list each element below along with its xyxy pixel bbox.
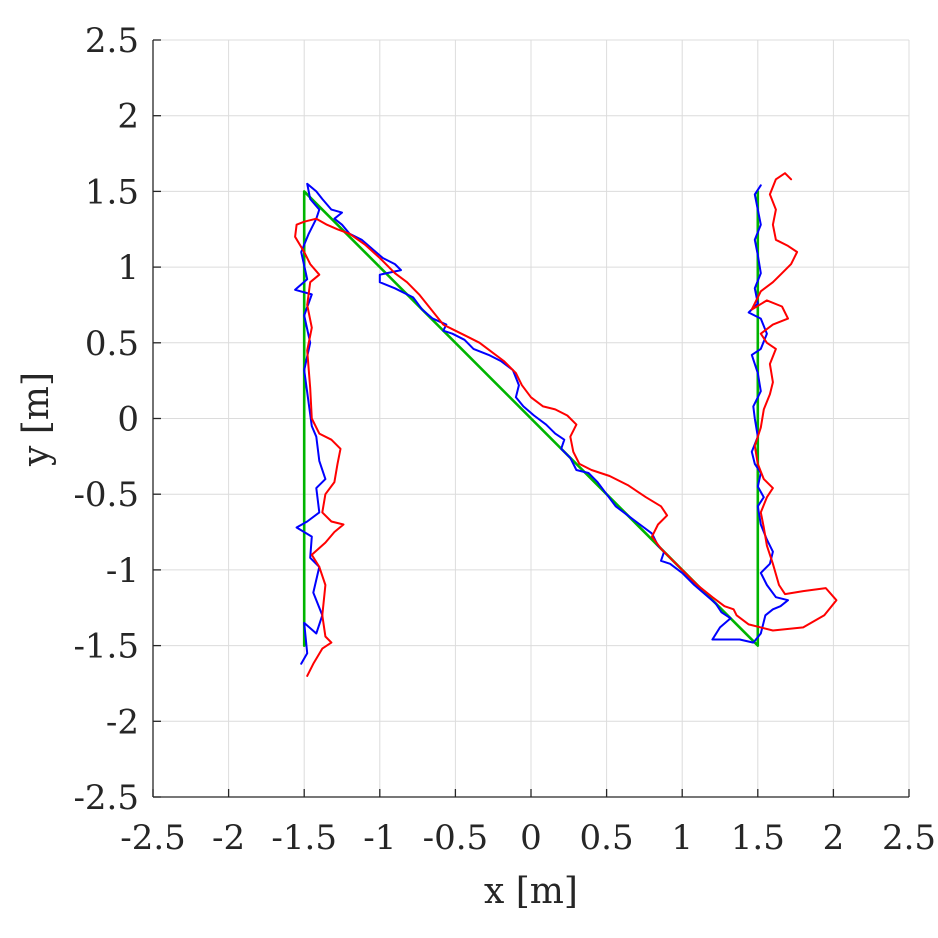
- x-tick-label: 1: [671, 818, 693, 858]
- x-tick-label: -2: [212, 818, 245, 858]
- x-tick-label: 0.5: [580, 818, 634, 858]
- y-tick-label: -0.5: [73, 475, 139, 515]
- x-tick-label: 2: [823, 818, 845, 858]
- x-tick-label: -1.5: [271, 818, 337, 858]
- series-layer: [294, 172, 838, 677]
- y-tick-label: 0.5: [85, 324, 139, 364]
- x-tick-label: -2.5: [120, 818, 186, 858]
- y-tick-labels: -2.5 -2 -1.5 -1 -0.5 0 0.5 1 1.5 2 2.5: [73, 21, 139, 818]
- y-tick-label: -1.5: [73, 627, 139, 667]
- y-tick-label: -1: [106, 551, 139, 591]
- x-tick-label: 0: [520, 818, 542, 858]
- y-tick-label: -2: [106, 702, 139, 742]
- x-tick-label: -0.5: [423, 818, 489, 858]
- reference-path-line: [302, 190, 760, 647]
- y-axis-label: y [m]: [16, 372, 57, 467]
- x-tick-label: 1.5: [731, 818, 785, 858]
- y-tick-label: 1: [117, 248, 139, 288]
- x-axis-label: x [m]: [484, 871, 578, 912]
- x-tick-label: -1: [363, 818, 396, 858]
- y-tick-label: 2: [117, 97, 139, 137]
- y-tick-label: 2.5: [85, 21, 139, 61]
- x-tick-label: 2.5: [882, 818, 936, 858]
- axes: [152, 39, 910, 798]
- grid-lines: [152, 39, 910, 798]
- y-tick-label: -2.5: [73, 778, 139, 818]
- estimated-path-line: [294, 172, 838, 677]
- y-tick-label: 0: [117, 400, 139, 440]
- x-tick-labels: -2.5 -2 -1.5 -1 -0.5 0 0.5 1 1.5 2 2.5: [120, 818, 936, 858]
- y-tick-label: 1.5: [85, 172, 139, 212]
